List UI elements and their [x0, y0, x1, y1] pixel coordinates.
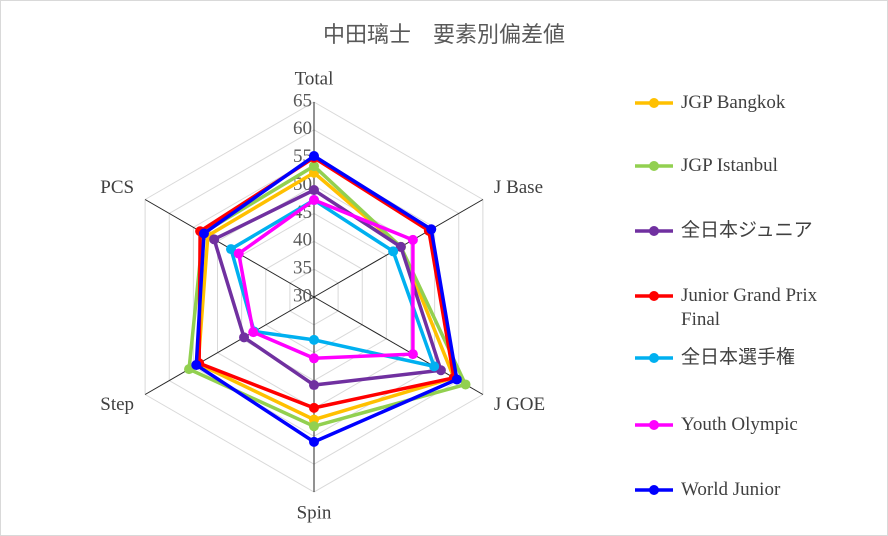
legend-label: 全日本ジュニア [681, 220, 813, 241]
legend-item: JGP Istanbul [633, 154, 846, 178]
category-label: J GOE [494, 394, 545, 415]
tick-label: 30 [293, 285, 312, 306]
legend-label: Junior Grand Prix Final [681, 285, 818, 330]
data-point [184, 364, 195, 375]
legend-item: Youth Olympic [633, 413, 846, 437]
legend-marker [649, 161, 659, 171]
legend-swatch [635, 291, 673, 301]
data-point [407, 234, 418, 245]
legend-swatch [635, 161, 673, 171]
legend-swatch [635, 420, 673, 430]
legend-item: Junior Grand Prix Final [633, 284, 846, 332]
category-label: Spin [297, 502, 332, 523]
tick-label: 60 [293, 118, 312, 139]
data-point [388, 246, 399, 257]
legend-marker [649, 420, 659, 430]
legend-swatch [635, 353, 673, 363]
data-point [191, 359, 202, 370]
legend-label: JGP Bangkok [681, 92, 786, 113]
category-label: J Base [494, 177, 543, 198]
data-point [309, 161, 319, 172]
category-label: PCS [100, 177, 134, 198]
axis-spoke [144, 296, 315, 395]
data-point [309, 380, 319, 391]
legend-item: 全日本ジュニア [633, 219, 846, 243]
category-label: Step [100, 394, 134, 415]
legend-swatch [635, 226, 673, 236]
legend-marker [649, 485, 659, 495]
data-point [309, 195, 319, 206]
legend-item: JGP Bangkok [633, 91, 846, 115]
tick-label: 65 [293, 90, 312, 111]
tick-label: 50 [293, 174, 312, 195]
legend-label: 全日本選手権 [681, 347, 796, 368]
data-point [248, 327, 259, 338]
data-point [309, 436, 319, 447]
legend-swatch [635, 98, 673, 108]
legend-swatch [635, 485, 673, 495]
data-point [309, 421, 319, 432]
data-point [309, 402, 319, 413]
legend-label: World Junior [681, 479, 781, 500]
data-point [429, 361, 440, 372]
legend-marker [649, 98, 659, 108]
data-point [426, 224, 437, 235]
legend-label: JGP Istanbul [681, 155, 778, 176]
legend-item: World Junior [633, 478, 846, 502]
data-point [451, 374, 462, 385]
data-point [407, 349, 418, 360]
legend-marker [649, 291, 659, 301]
data-point [233, 248, 244, 259]
chart-title: 中田璃士 要素別偏差値 [323, 22, 565, 47]
data-point [239, 332, 250, 343]
tick-label: 45 [293, 202, 312, 223]
legend-label: Youth Olympic [681, 414, 798, 435]
category-label: Total [295, 68, 334, 89]
data-point [309, 185, 319, 196]
data-point [226, 244, 237, 255]
data-point [309, 151, 319, 162]
data-point [395, 241, 406, 252]
legend-marker [649, 353, 659, 363]
tick-label: 35 [293, 258, 312, 279]
legend-marker [649, 226, 659, 236]
data-point [309, 334, 319, 345]
data-point [209, 234, 220, 245]
data-point [460, 379, 471, 390]
data-point [309, 353, 319, 364]
data-point [198, 228, 209, 239]
legend-item: 全日本選手権 [633, 346, 846, 370]
tick-label: 40 [293, 230, 312, 251]
